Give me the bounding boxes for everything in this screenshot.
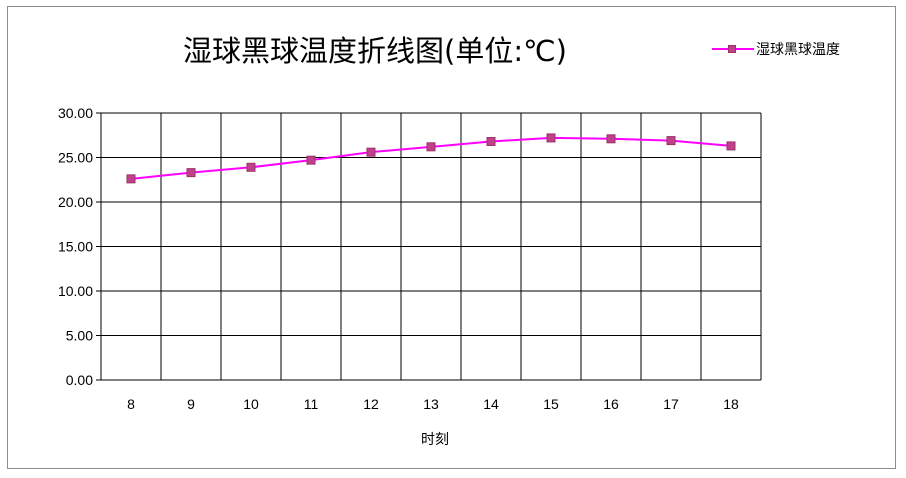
legend-swatch	[712, 42, 754, 56]
x-tick-label: 16	[603, 396, 619, 412]
x-tick-label: 17	[663, 396, 679, 412]
data-point	[366, 147, 376, 157]
data-point	[426, 142, 436, 152]
legend-label: 湿球黑球温度	[756, 42, 840, 58]
chart-frame	[7, 6, 896, 469]
x-tick-label: 10	[243, 396, 259, 412]
data-point	[546, 133, 556, 143]
data-point	[186, 168, 196, 178]
data-point	[726, 141, 736, 151]
x-tick-label: 18	[723, 396, 739, 412]
x-tick-label: 14	[483, 396, 499, 412]
data-point	[666, 136, 676, 146]
y-tick-label: 10.00	[58, 283, 93, 299]
y-tick-label: 5.00	[66, 328, 93, 344]
data-point	[606, 134, 616, 144]
y-tick-label: 30.00	[58, 105, 93, 121]
x-tick-label: 13	[423, 396, 439, 412]
chart-title: 湿球黑球温度折线图(单位:℃)	[183, 34, 567, 68]
x-tick-label: 9	[187, 396, 195, 412]
x-tick-label: 12	[363, 396, 379, 412]
y-tick-label: 25.00	[58, 150, 93, 166]
y-tick-label: 0.00	[66, 372, 93, 388]
data-point	[246, 162, 256, 172]
x-axis-title: 时刻	[421, 432, 449, 448]
y-tick-label: 15.00	[58, 239, 93, 255]
x-tick-label: 15	[543, 396, 559, 412]
data-point	[306, 155, 316, 165]
data-point	[126, 174, 136, 184]
y-tick-label: 20.00	[58, 194, 93, 210]
x-tick-label: 11	[304, 396, 319, 412]
legend: 湿球黑球温度	[712, 39, 840, 59]
x-tick-label: 8	[127, 396, 135, 412]
legend-marker	[728, 45, 736, 53]
data-point	[486, 136, 496, 146]
